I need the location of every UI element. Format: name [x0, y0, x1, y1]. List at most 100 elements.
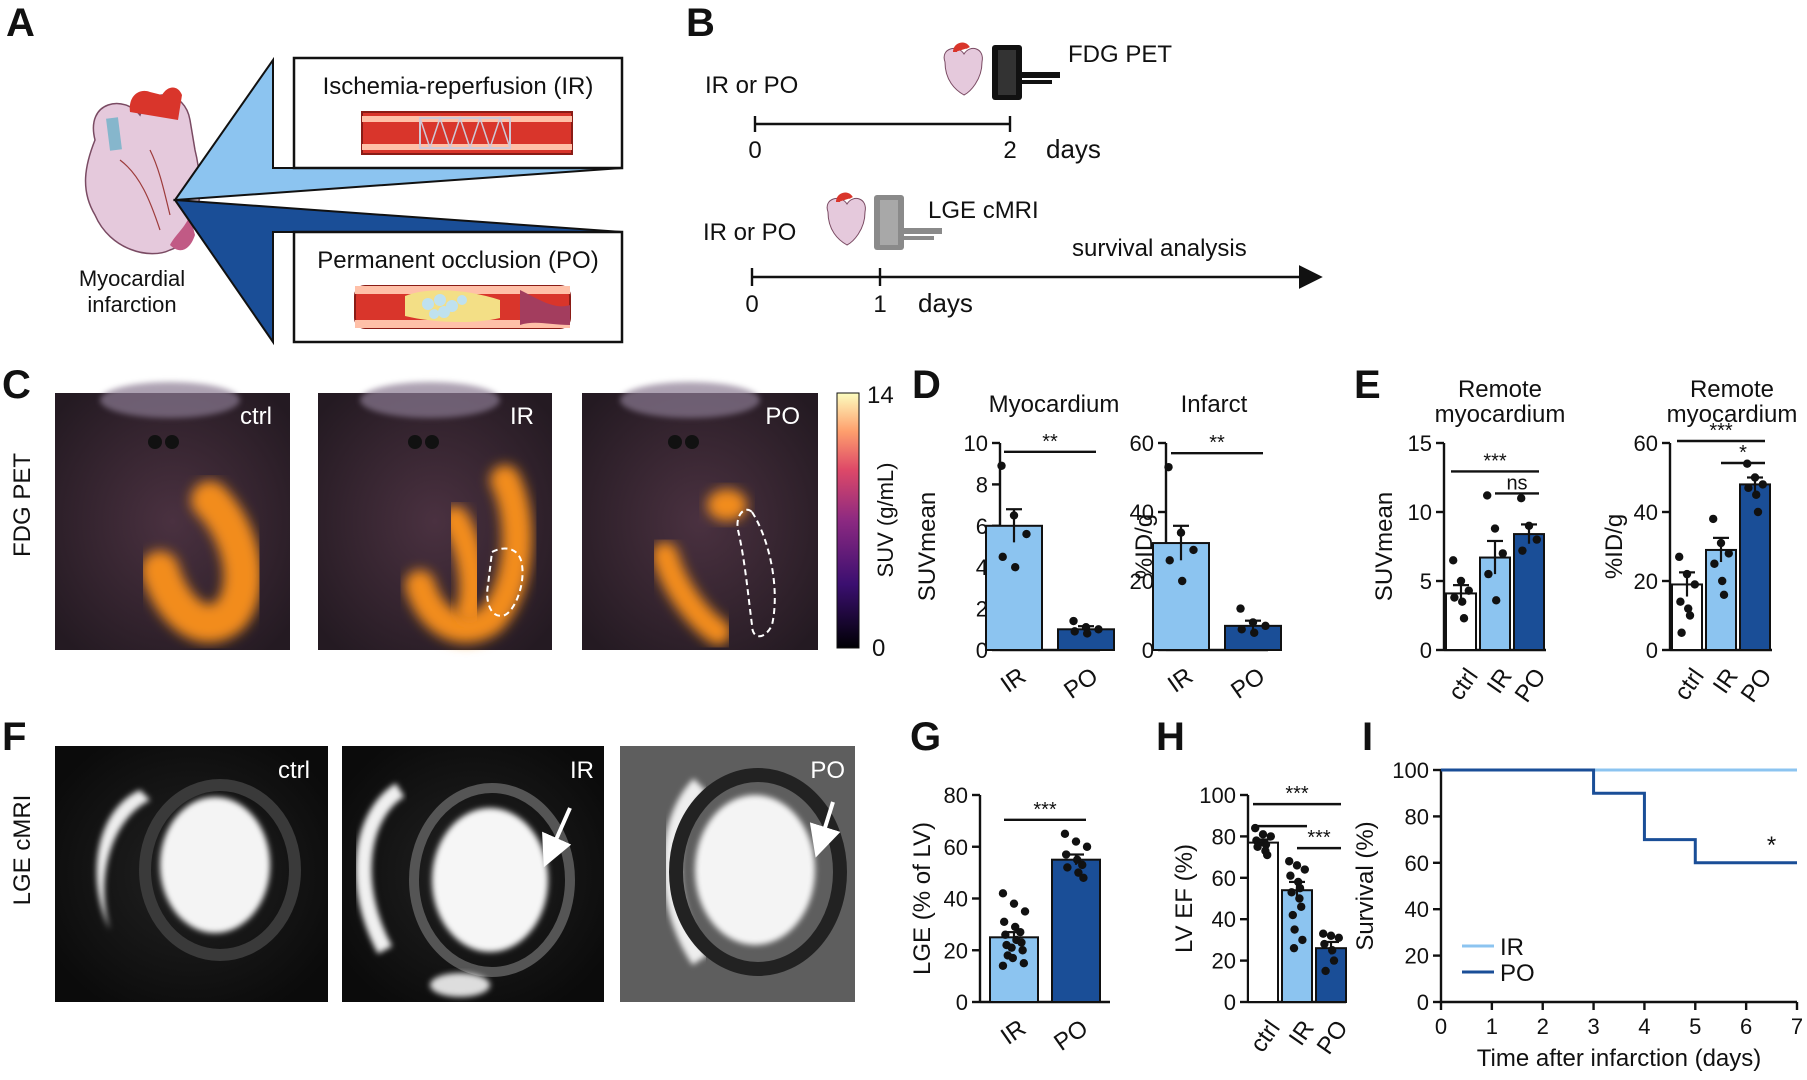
- data-point: [1261, 840, 1271, 849]
- y-tick-label: 0: [956, 990, 968, 1015]
- panel-letter-g: G: [910, 715, 941, 759]
- y-tick-label: 60: [944, 835, 968, 860]
- data-point: [1459, 614, 1469, 623]
- y-tick-label: 100: [1199, 783, 1236, 808]
- significance-label: ***: [1033, 799, 1057, 821]
- pet-label-po: PO: [765, 403, 800, 430]
- data-point: [998, 889, 1008, 898]
- data-point: [1517, 494, 1526, 503]
- data-point: [1070, 627, 1079, 636]
- data-point: [1329, 956, 1339, 965]
- data-point: [1250, 628, 1259, 637]
- significance-label: **: [1209, 432, 1225, 454]
- panel-f: F LGE cMRI ctrl IR PO: [2, 715, 855, 1002]
- data-point: [1178, 576, 1187, 586]
- category-label: IR: [996, 663, 1031, 699]
- x-tick-label: 5: [1689, 1014, 1701, 1039]
- timeline2-tick-label-0: 0: [745, 291, 758, 318]
- heart-illustration: Myocardial infarction: [79, 87, 201, 317]
- pet-image-ctrl: ctrl: [55, 382, 290, 650]
- timeline1-group: IR or PO: [705, 72, 798, 99]
- chart-title-line1: Remote: [1458, 376, 1542, 403]
- data-point: [1328, 946, 1337, 955]
- y-tick-label: 20: [1405, 944, 1429, 969]
- data-point: [1069, 616, 1078, 626]
- row-label-fdg-pet: FDG PET: [9, 453, 36, 557]
- y-tick-label: 0: [1646, 638, 1658, 663]
- bar-po: [1513, 533, 1545, 652]
- heart-label-line1: Myocardial: [79, 266, 185, 291]
- data-point: [1753, 507, 1763, 517]
- pet-image-ir: IR: [318, 382, 552, 650]
- colorbar-label: SUV (g/mL): [873, 463, 898, 578]
- data-point: [1492, 596, 1501, 605]
- data-point: [1456, 576, 1466, 586]
- category-label: PO: [1510, 664, 1552, 708]
- y-tick-label: 0: [1417, 990, 1429, 1015]
- mri-image-po: PO: [620, 746, 855, 1002]
- data-point: [1449, 556, 1458, 565]
- data-point: [1079, 873, 1088, 882]
- data-point: [1237, 625, 1246, 634]
- panel-letter-h: H: [1156, 715, 1185, 759]
- category-label: PO: [1312, 1016, 1354, 1060]
- data-point: [1176, 528, 1186, 537]
- colorbar: [836, 392, 860, 649]
- data-point: [1073, 855, 1082, 864]
- chart-survival: 0 20 40 60 80 100 0 1 2 3 4 5 6 7 Time after infarctio…: [1352, 758, 1803, 1072]
- x-tick-label: 4: [1638, 1014, 1650, 1039]
- data-point: [1684, 604, 1693, 613]
- data-point: [1008, 953, 1017, 963]
- data-point: [1266, 832, 1276, 841]
- data-point: [1017, 938, 1026, 947]
- data-point: [1285, 857, 1294, 866]
- row-label-lge-cmri: LGE cMRI: [9, 795, 36, 906]
- mri-image-ctrl: ctrl: [55, 746, 328, 1002]
- significance-label: **: [1042, 431, 1058, 453]
- y-tick-label: 80: [1212, 824, 1236, 849]
- y-tick-label: 20: [944, 938, 968, 963]
- y-tick-label: 40: [1405, 897, 1429, 922]
- x-tick-label: 7: [1791, 1014, 1803, 1039]
- data-point: [1676, 597, 1685, 606]
- data-point: [1724, 549, 1734, 558]
- category-label: PO: [1226, 663, 1270, 705]
- x-tick-label: 6: [1740, 1014, 1752, 1039]
- panel-letter-a: A: [6, 1, 35, 45]
- data-point: [1716, 538, 1726, 548]
- category-label: ctrl: [1245, 1016, 1285, 1058]
- panel-c: C FDG PET ctrl IR PO: [2, 363, 898, 662]
- significance-label: *: [1739, 442, 1747, 464]
- y-axis-label: LV EF (%): [1171, 844, 1198, 953]
- category-label: PO: [1049, 1015, 1093, 1057]
- x-tick-label: 0: [1435, 1014, 1447, 1039]
- data-point: [1165, 556, 1174, 565]
- x-axis-label: Time after infarction (days): [1477, 1045, 1762, 1072]
- timeline2-unit: days: [918, 288, 973, 318]
- data-point: [1258, 830, 1268, 839]
- panel-letter-f: F: [2, 715, 26, 759]
- timeline1-unit: days: [1046, 134, 1101, 164]
- data-point: [1685, 611, 1695, 620]
- panel-a: A Myocardial infarction Ischemia-reperfu…: [6, 1, 624, 346]
- data-point: [1290, 925, 1299, 934]
- data-point: [1074, 868, 1083, 877]
- data-point: [1744, 483, 1753, 493]
- y-tick-label: 6: [976, 514, 988, 539]
- category-label: PO: [1059, 663, 1103, 705]
- y-axis-label: LGE (% of LV): [909, 822, 936, 975]
- data-point: [1319, 929, 1328, 938]
- data-point: [1320, 939, 1329, 949]
- y-tick-label: 0: [1224, 990, 1236, 1015]
- data-point: [1719, 590, 1729, 599]
- data-point: [1060, 829, 1070, 839]
- data-point: [1677, 628, 1686, 637]
- data-point: [1009, 511, 1019, 520]
- data-point: [1164, 462, 1173, 472]
- y-tick-label: 4: [976, 555, 988, 580]
- heart-icon: [943, 42, 983, 96]
- bar-ir: [985, 524, 1043, 651]
- category-label: ctrl: [1669, 664, 1709, 706]
- y-tick-label: 20: [1130, 569, 1154, 594]
